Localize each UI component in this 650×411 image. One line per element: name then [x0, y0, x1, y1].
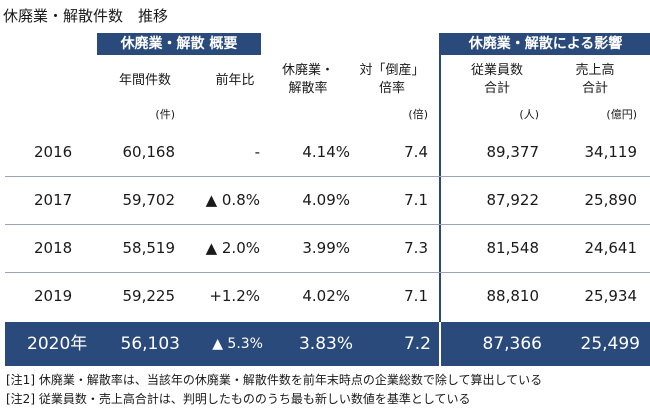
cell-count: 60,168 [122, 143, 176, 161]
cell-employees: 81,548 [486, 239, 540, 257]
cell-ratio: 7.1 [404, 191, 428, 209]
cell-count: 58,519 [122, 239, 176, 257]
cell-sales: 24,641 [584, 239, 638, 257]
row-divider [5, 224, 650, 225]
cell-year: 2016 [34, 143, 73, 161]
cell-rate: 3.99% [302, 239, 350, 257]
cell-year: 2020年 [27, 334, 88, 354]
cell-rate: 4.09% [302, 191, 350, 209]
unit-employees: (人) [519, 108, 539, 121]
footnote-1: [注1] 休廃業・解散率は、当該年の休廃業・解散件数を前年末時点の企業総数で除し… [6, 373, 543, 387]
cell-ratio: 7.2 [403, 334, 431, 354]
header-ratio: 対「倒産」 倍率 [359, 63, 425, 96]
cell-sales: 25,934 [584, 287, 638, 305]
cell-yoy: ▲ 0.8% [205, 191, 260, 209]
table-row: 2017 59,702 ▲ 0.8% 4.09% 7.1 87,922 25,8… [0, 178, 650, 222]
cell-count: 59,702 [122, 191, 176, 209]
highlight-divider [439, 322, 441, 366]
highlight-row-2020: 2020年 56,103 ▲ 5.3% 3.83% 7.2 87,366 25,… [5, 322, 650, 366]
cell-count: 59,225 [122, 287, 176, 305]
cell-year: 2018 [34, 239, 73, 257]
header-sales: 売上高 合計 [575, 63, 615, 96]
cell-ratio: 7.1 [404, 287, 428, 305]
cell-yoy: ▲ 5.3% [212, 336, 263, 352]
header-count: 年間件数 [118, 73, 171, 88]
cell-employees: 89,377 [486, 143, 540, 161]
cell-yoy: ▲ 2.0% [205, 239, 260, 257]
cell-employees: 87,366 [482, 334, 542, 354]
cell-employees: 87,922 [486, 191, 540, 209]
cell-yoy: +1.2% [209, 287, 260, 305]
page-title: 休廃業・解散件数 推移 [3, 7, 169, 25]
cell-sales: 34,119 [584, 143, 638, 161]
impact-band: 休廃業・解散による影響 [441, 33, 650, 55]
header-rate: 休廃業・ 解散率 [281, 63, 334, 96]
unit-sales: (億円) [606, 108, 637, 121]
cell-year: 2019 [34, 287, 73, 305]
row-divider [5, 176, 650, 177]
cell-sales: 25,499 [580, 334, 640, 354]
table-row: 2018 58,519 ▲ 2.0% 3.99% 7.3 81,548 24,6… [0, 226, 650, 270]
footnote-2: [注2] 従業員数・売上高合計は、判明したもののうち最も新しい数値を基準としてい… [6, 392, 471, 406]
cell-ratio: 7.4 [404, 143, 428, 161]
cell-employees: 88,810 [486, 287, 540, 305]
cell-year: 2017 [34, 191, 73, 209]
table-row: 2019 59,225 +1.2% 4.02% 7.1 88,810 25,93… [0, 274, 650, 318]
row-divider [5, 272, 650, 273]
cell-sales: 25,890 [584, 191, 638, 209]
overview-band: 休廃業・解散 概要 [97, 33, 261, 55]
cell-rate: 4.14% [302, 143, 350, 161]
header-employees: 従業員数 合計 [470, 63, 523, 96]
table-row: 2016 60,168 - 4.14% 7.4 89,377 34,119 [0, 130, 650, 174]
header-yoy: 前年比 [215, 73, 255, 88]
cell-rate: 3.83% [298, 334, 353, 354]
unit-count: (件) [155, 108, 175, 121]
cell-rate: 4.02% [302, 287, 350, 305]
cell-yoy: - [254, 143, 260, 161]
cell-count: 56,103 [120, 334, 180, 354]
section-divider [439, 33, 441, 323]
cell-ratio: 7.3 [404, 239, 428, 257]
unit-ratio: (倍) [408, 108, 428, 121]
